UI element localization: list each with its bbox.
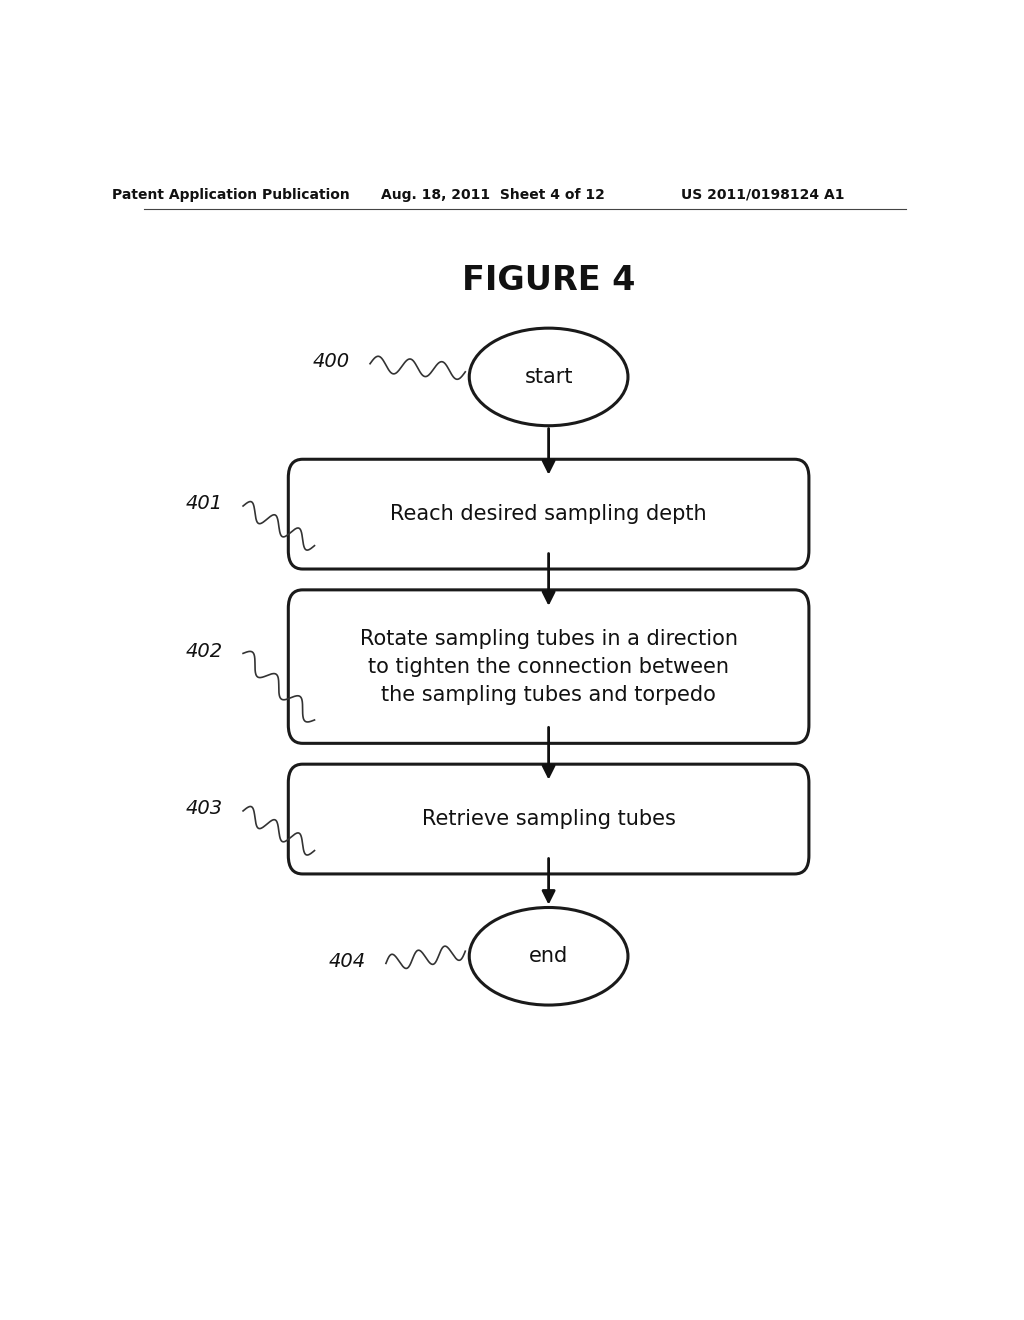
Text: 404: 404 (329, 952, 367, 970)
FancyBboxPatch shape (289, 459, 809, 569)
Text: 402: 402 (186, 642, 223, 661)
Text: Retrieve sampling tubes: Retrieve sampling tubes (422, 809, 676, 829)
FancyBboxPatch shape (289, 590, 809, 743)
Text: Rotate sampling tubes in a direction
to tighten the connection between
the sampl: Rotate sampling tubes in a direction to … (359, 628, 737, 705)
Ellipse shape (469, 329, 628, 426)
Text: 400: 400 (313, 352, 350, 371)
Text: Reach desired sampling depth: Reach desired sampling depth (390, 504, 707, 524)
Text: Patent Application Publication: Patent Application Publication (113, 187, 350, 202)
Text: end: end (529, 946, 568, 966)
Text: 401: 401 (186, 495, 223, 513)
Ellipse shape (469, 907, 628, 1005)
FancyBboxPatch shape (289, 764, 809, 874)
Text: US 2011/0198124 A1: US 2011/0198124 A1 (681, 187, 845, 202)
Text: FIGURE 4: FIGURE 4 (462, 264, 635, 297)
Text: start: start (524, 367, 572, 387)
Text: 403: 403 (186, 800, 223, 818)
Text: Aug. 18, 2011  Sheet 4 of 12: Aug. 18, 2011 Sheet 4 of 12 (381, 187, 605, 202)
